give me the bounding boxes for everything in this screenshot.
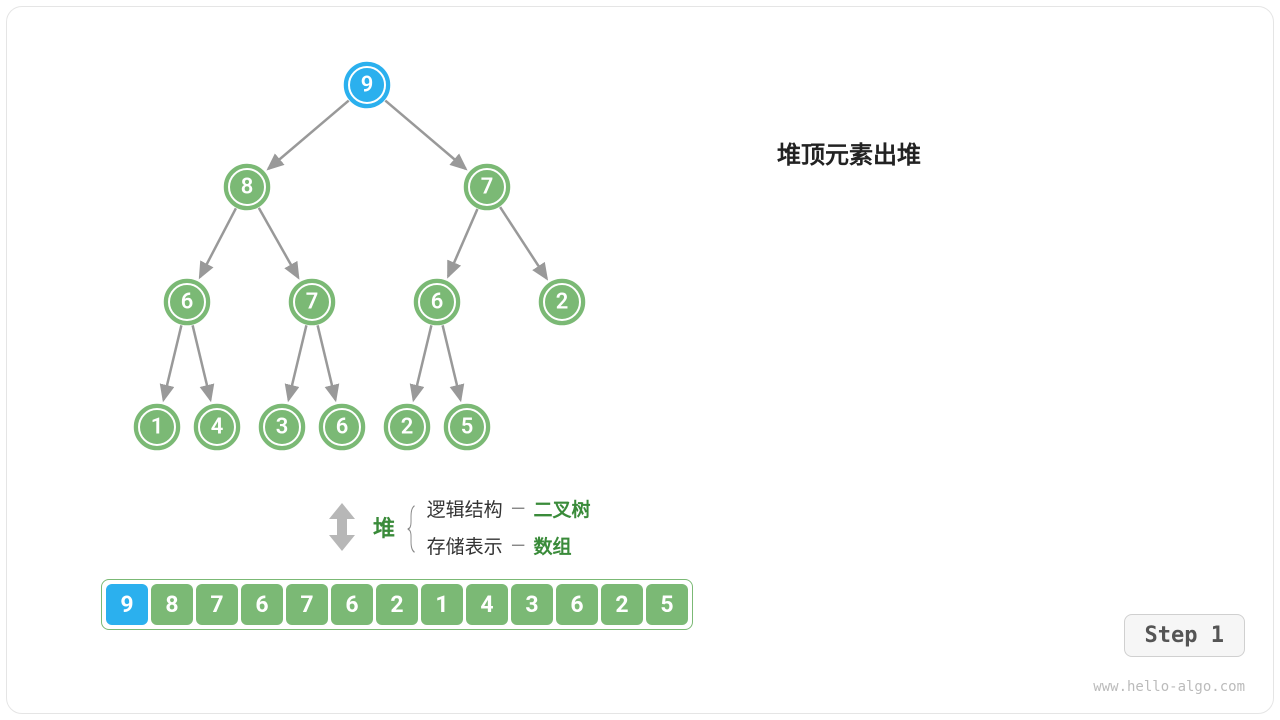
legend-rows: 逻辑结构 — 二叉树 存储表示 — 数组 [427,495,591,559]
svg-text:4: 4 [211,415,224,440]
legend-value: 二叉树 [533,495,590,522]
array-cell: 1 [421,584,463,625]
legend: 堆 { 逻辑结构 — 二叉树 存储表示 — 数组 [325,495,591,559]
legend-heap-label: 堆 [373,511,395,543]
tree-node: 1 [135,405,179,449]
svg-text:2: 2 [401,415,414,440]
tree-node: 6 [165,280,209,324]
array-cell: 4 [466,584,508,625]
tree-node: 7 [290,280,334,324]
diagram-frame: 9876762143625 堆顶元素出堆 堆 { 逻辑结构 — 二叉树 存储表示… [6,6,1274,714]
legend-value: 数组 [533,532,571,559]
tree-node: 7 [465,165,509,209]
tree-edge [268,101,348,169]
step-badge: Step 1 [1124,614,1245,657]
tree-node: 5 [445,405,489,449]
array-cell: 9 [106,584,148,625]
svg-text:5: 5 [461,415,474,440]
tree-edge [200,208,236,277]
legend-key: 逻辑结构 [427,495,503,522]
tree-edge [385,101,465,169]
tree-edge [414,325,432,399]
tree-node: 9 [345,63,389,107]
array-cell: 6 [556,584,598,625]
tree-edge [164,325,182,399]
svg-text:6: 6 [181,290,194,315]
brace-icon: { [407,503,415,551]
svg-text:7: 7 [481,175,494,200]
svg-text:8: 8 [241,175,254,200]
array-cell: 6 [331,584,373,625]
tree-node: 8 [225,165,269,209]
tree-node: 3 [260,405,304,449]
array-cell: 7 [286,584,328,625]
svg-text:7: 7 [306,290,319,315]
tree-node: 2 [540,280,584,324]
tree-node: 6 [415,280,459,324]
svg-text:6: 6 [431,290,444,315]
array-cell: 8 [151,584,193,625]
array-cell: 5 [646,584,688,625]
bidirectional-arrow-icon [325,503,359,551]
legend-dash: — [511,497,526,520]
array-cell: 2 [601,584,643,625]
svg-text:1: 1 [151,415,164,440]
svg-text:3: 3 [276,415,289,440]
heap-array: 9876762143625 [101,579,693,630]
heap-tree: 9 8 7 6 7 6 2 1 4 3 6 2 5 [87,57,647,487]
array-cell: 2 [376,584,418,625]
tree-edge [193,325,211,399]
tree-edge [448,209,477,276]
tree-node: 6 [320,405,364,449]
svg-text:9: 9 [361,73,374,98]
legend-key: 存储表示 [427,532,503,559]
tree-edge [500,207,547,278]
tree-node: 4 [195,405,239,449]
array-cell: 3 [511,584,553,625]
legend-row-logical: 逻辑结构 — 二叉树 [427,495,591,522]
legend-dash: — [511,534,526,557]
tree-edge [259,208,298,278]
tree-edge [289,325,307,399]
legend-row-storage: 存储表示 — 数组 [427,532,591,559]
array-cell: 7 [196,584,238,625]
array-cell: 6 [241,584,283,625]
svg-text:6: 6 [336,415,349,440]
tree-edge [443,325,461,399]
tree-node: 2 [385,405,429,449]
diagram-title: 堆顶元素出堆 [777,135,921,170]
tree-edge [318,325,336,399]
svg-text:2: 2 [556,290,569,315]
footer-url: www.hello-algo.com [1093,679,1245,695]
